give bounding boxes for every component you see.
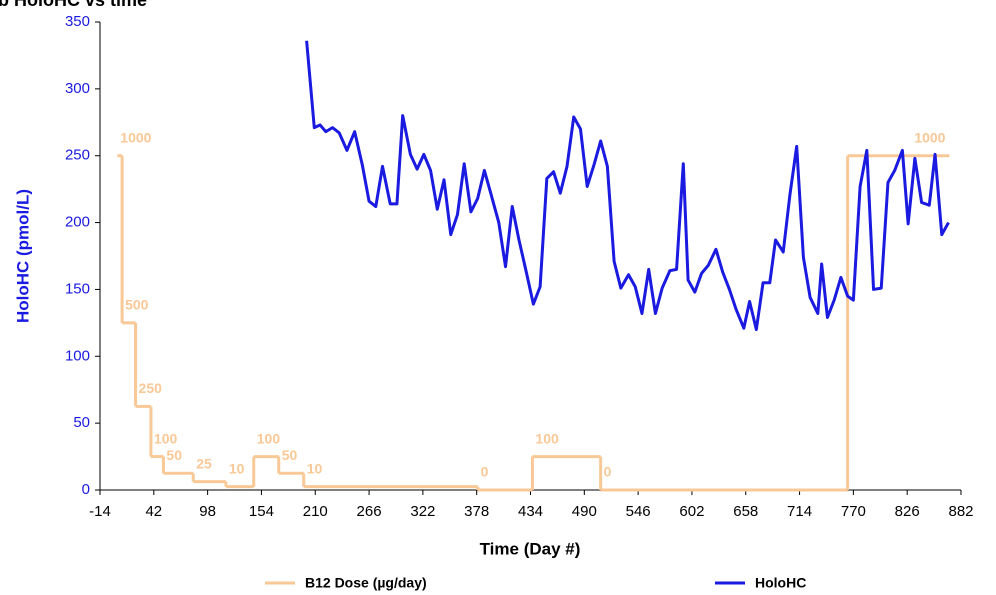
x-tick-label: 714 (787, 503, 812, 520)
y-tick-label: 50 (73, 414, 90, 431)
data-label: 50 (166, 447, 182, 463)
y-tick-label: 250 (65, 147, 90, 164)
x-tick-label: 322 (410, 503, 435, 520)
x-tick-label: -14 (89, 503, 111, 520)
chart-title: b HoloHC vs time (0, 0, 147, 10)
data-label: 100 (535, 430, 559, 446)
data-label: 1000 (914, 129, 945, 145)
y-tick-label: 300 (65, 80, 90, 97)
y-tick-label: 350 (65, 13, 90, 30)
x-tick-label: 42 (145, 503, 162, 520)
x-tick-label: 434 (518, 503, 543, 520)
x-tick-label: 882 (948, 503, 973, 520)
x-tick-label: 378 (464, 503, 489, 520)
legend-label: B12 Dose (µg/day) (305, 575, 427, 591)
data-label: 100 (257, 430, 281, 446)
data-label: 100 (154, 430, 178, 446)
x-tick-label: 546 (626, 503, 651, 520)
data-label: 250 (139, 380, 163, 396)
x-tick-label: 602 (679, 503, 704, 520)
x-tick-label: 266 (357, 503, 382, 520)
y-axis-title: HoloHC (pmol/L) (13, 189, 32, 323)
data-label: 500 (125, 297, 149, 313)
y-tick-label: 200 (65, 214, 90, 231)
y-tick-label: 0 (82, 481, 90, 498)
legend-label: HoloHC (755, 575, 806, 591)
data-label: 50 (282, 447, 298, 463)
x-tick-label: 98 (199, 503, 216, 520)
x-tick-label: 210 (303, 503, 328, 520)
holohc-line (305, 40, 950, 332)
x-tick-label: 490 (572, 503, 597, 520)
data-label: 10 (307, 460, 323, 476)
y-tick-label: 100 (65, 347, 90, 364)
x-axis-title: Time (Day #) (480, 539, 581, 558)
y-tick-label: 150 (65, 280, 90, 297)
x-tick-label: 826 (895, 503, 920, 520)
x-tick-label: 658 (733, 503, 758, 520)
data-label: 0 (604, 464, 612, 480)
data-label: 1000 (120, 129, 151, 145)
x-tick-label: 154 (249, 503, 274, 520)
data-label: 25 (196, 455, 212, 471)
data-label: 0 (481, 464, 489, 480)
data-label: 10 (229, 460, 245, 476)
x-tick-label: 770 (841, 503, 866, 520)
